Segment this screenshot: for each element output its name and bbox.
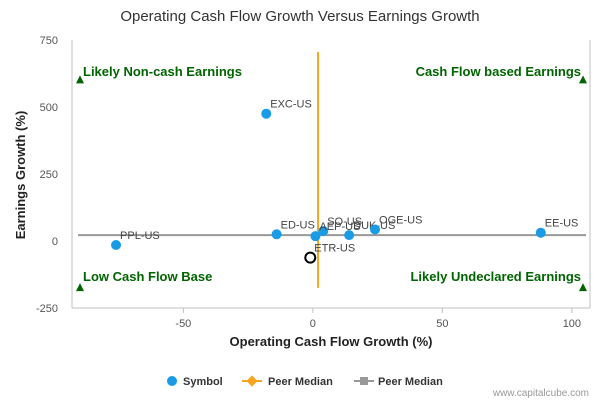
data-point-label: OGE-US: [379, 214, 422, 226]
y-tick-label: 500: [40, 102, 58, 114]
quadrant-label-top-left: Likely Non-cash Earnings: [83, 64, 242, 79]
quadrant-marker-top-left: [76, 75, 84, 84]
y-tick-label: 250: [40, 169, 58, 181]
chart-title: Operating Cash Flow Growth Versus Earnin…: [120, 8, 479, 25]
data-point[interactable]: [310, 231, 321, 242]
credit-text: www.capitalcube.com: [492, 388, 589, 399]
legend-peer-median-horizontal-marker[interactable]: [360, 377, 368, 385]
x-tick-label: -50: [175, 318, 191, 330]
highlighted-data-point-label: ETR-US: [314, 243, 355, 255]
x-axis-title: Operating Cash Flow Growth (%): [230, 334, 433, 349]
quadrant-marker-top-right: [579, 75, 587, 84]
x-tick-label: 0: [310, 318, 316, 330]
data-point[interactable]: [344, 230, 355, 241]
y-tick-label: 0: [52, 236, 58, 248]
data-point[interactable]: [535, 227, 546, 238]
data-point[interactable]: [370, 224, 381, 235]
quadrant-label-bottom-left: Low Cash Flow Base: [83, 269, 212, 284]
data-point[interactable]: [318, 226, 329, 237]
x-tick-label: 100: [563, 318, 581, 330]
quadrant-marker-bottom-left: [76, 283, 84, 292]
data-point-label: ED-US: [281, 219, 315, 231]
legend-symbol-marker[interactable]: [167, 376, 177, 386]
highlighted-data-point[interactable]: [304, 251, 317, 264]
legend-peer-median-vertical-label[interactable]: Peer Median: [268, 376, 333, 388]
data-point-label: EE-US: [545, 218, 579, 230]
x-tick-label: 50: [436, 318, 448, 330]
quadrant-marker-bottom-right: [579, 283, 587, 292]
data-point-label: EXC-US: [270, 99, 312, 111]
y-tick-label: -250: [36, 303, 58, 315]
quadrant-label-bottom-right: Likely Undeclared Earnings: [410, 269, 581, 284]
legend: Symbol Peer Median Peer Median: [167, 375, 443, 388]
data-point[interactable]: [271, 229, 282, 240]
data-point[interactable]: [111, 240, 122, 251]
y-axis-title: Earnings Growth (%): [13, 111, 28, 240]
data-point[interactable]: [261, 108, 272, 119]
legend-peer-median-horizontal-label[interactable]: Peer Median: [378, 376, 443, 388]
data-point-label: SO-US: [327, 216, 362, 228]
legend-peer-median-vertical-marker[interactable]: [246, 375, 258, 387]
data-point-label: PPL-US: [120, 230, 160, 242]
data-point-label: AEP-US: [319, 221, 360, 233]
legend-symbol-label[interactable]: Symbol: [183, 376, 223, 388]
plot-area: -50 0 50 100 -250 0 250 500 750 Likely Non-cash E…: [36, 35, 591, 330]
quadrant-label-top-right: Cash Flow based Earnings: [416, 64, 581, 79]
y-tick-label: 750: [40, 35, 58, 47]
